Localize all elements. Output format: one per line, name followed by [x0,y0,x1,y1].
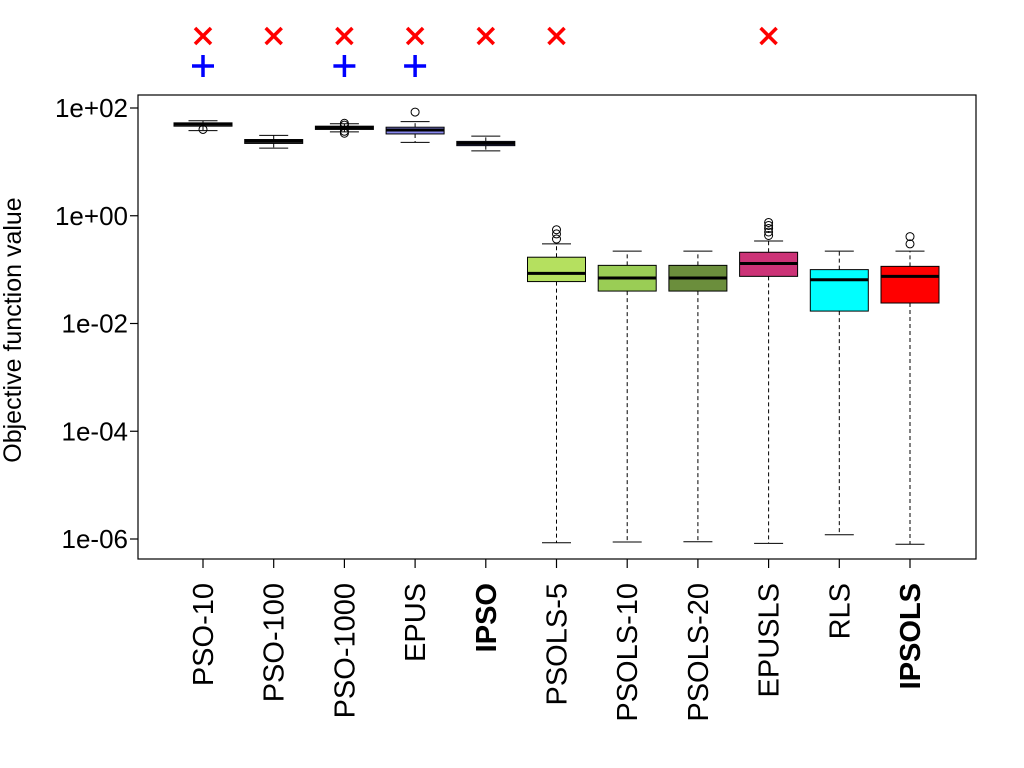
cross-marker [476,26,496,46]
y-axis-label: Objective function value [0,197,27,462]
y-tick-label: 1e-02 [62,309,129,339]
box-pso-10 [173,120,233,134]
outlier-point [198,124,208,134]
box-psols-10 [597,250,657,543]
iqr-box [880,265,940,304]
category-label: PSO-10 [188,583,220,686]
plus-marker [333,55,356,77]
category-label: IPSO [471,583,503,652]
cross-marker [547,26,566,46]
cross-marker [759,26,778,46]
box-psols-5 [527,225,586,544]
boxes-group [173,107,940,545]
outlier-point [764,217,774,227]
outlier-point [552,229,561,239]
box-psols-20 [668,250,728,543]
iqr-box [527,256,586,283]
iqr-box [809,269,869,312]
plus-marker [192,55,214,77]
box-ipsols [880,232,940,545]
category-label: PSOLS-20 [683,583,715,722]
outlier-point [764,223,774,233]
box-epus [385,107,445,143]
cross-marker [335,26,354,46]
outlier-point [552,234,561,244]
box-epusls [739,217,799,544]
outlier-point [905,239,915,249]
outlier-point [764,227,774,237]
plus-marker [404,55,427,77]
outlier-point [339,118,349,128]
category-label: PSO-1000 [329,583,361,718]
category-label: EPUSLS [754,583,786,697]
category-label: PSOLS-5 [542,583,574,706]
category-label: EPUS [400,583,432,662]
box-pso-1000 [314,118,374,138]
y-tick-label: 1e+02 [55,93,128,123]
y-tick-label: 1e-06 [62,524,129,554]
y-tick-label: 1e+00 [55,201,128,231]
cross-marker [193,26,213,46]
cross-marker [405,26,425,46]
category-label: RLS [824,583,856,639]
box-pso-100 [244,134,304,149]
outlier-point [764,220,774,230]
outlier-point [764,230,774,240]
significance-markers-group [192,26,778,77]
y-tick-label: 1e-04 [62,416,129,446]
box-ipso [456,135,516,152]
category-label: PSOLS-10 [612,583,644,722]
outlier-point [905,232,915,242]
category-label: IPSOLS [895,583,927,689]
category-label: PSO-100 [259,583,291,702]
plot-frame [137,94,977,560]
box-rls [809,250,869,536]
axes-group: 1e-06 1e-04 1e-02 1e+00 1e+02 PSO-10 PSO-100 PS… [55,93,927,722]
outlier-point [410,107,420,117]
outlier-point [552,225,561,235]
cross-marker [264,26,283,46]
